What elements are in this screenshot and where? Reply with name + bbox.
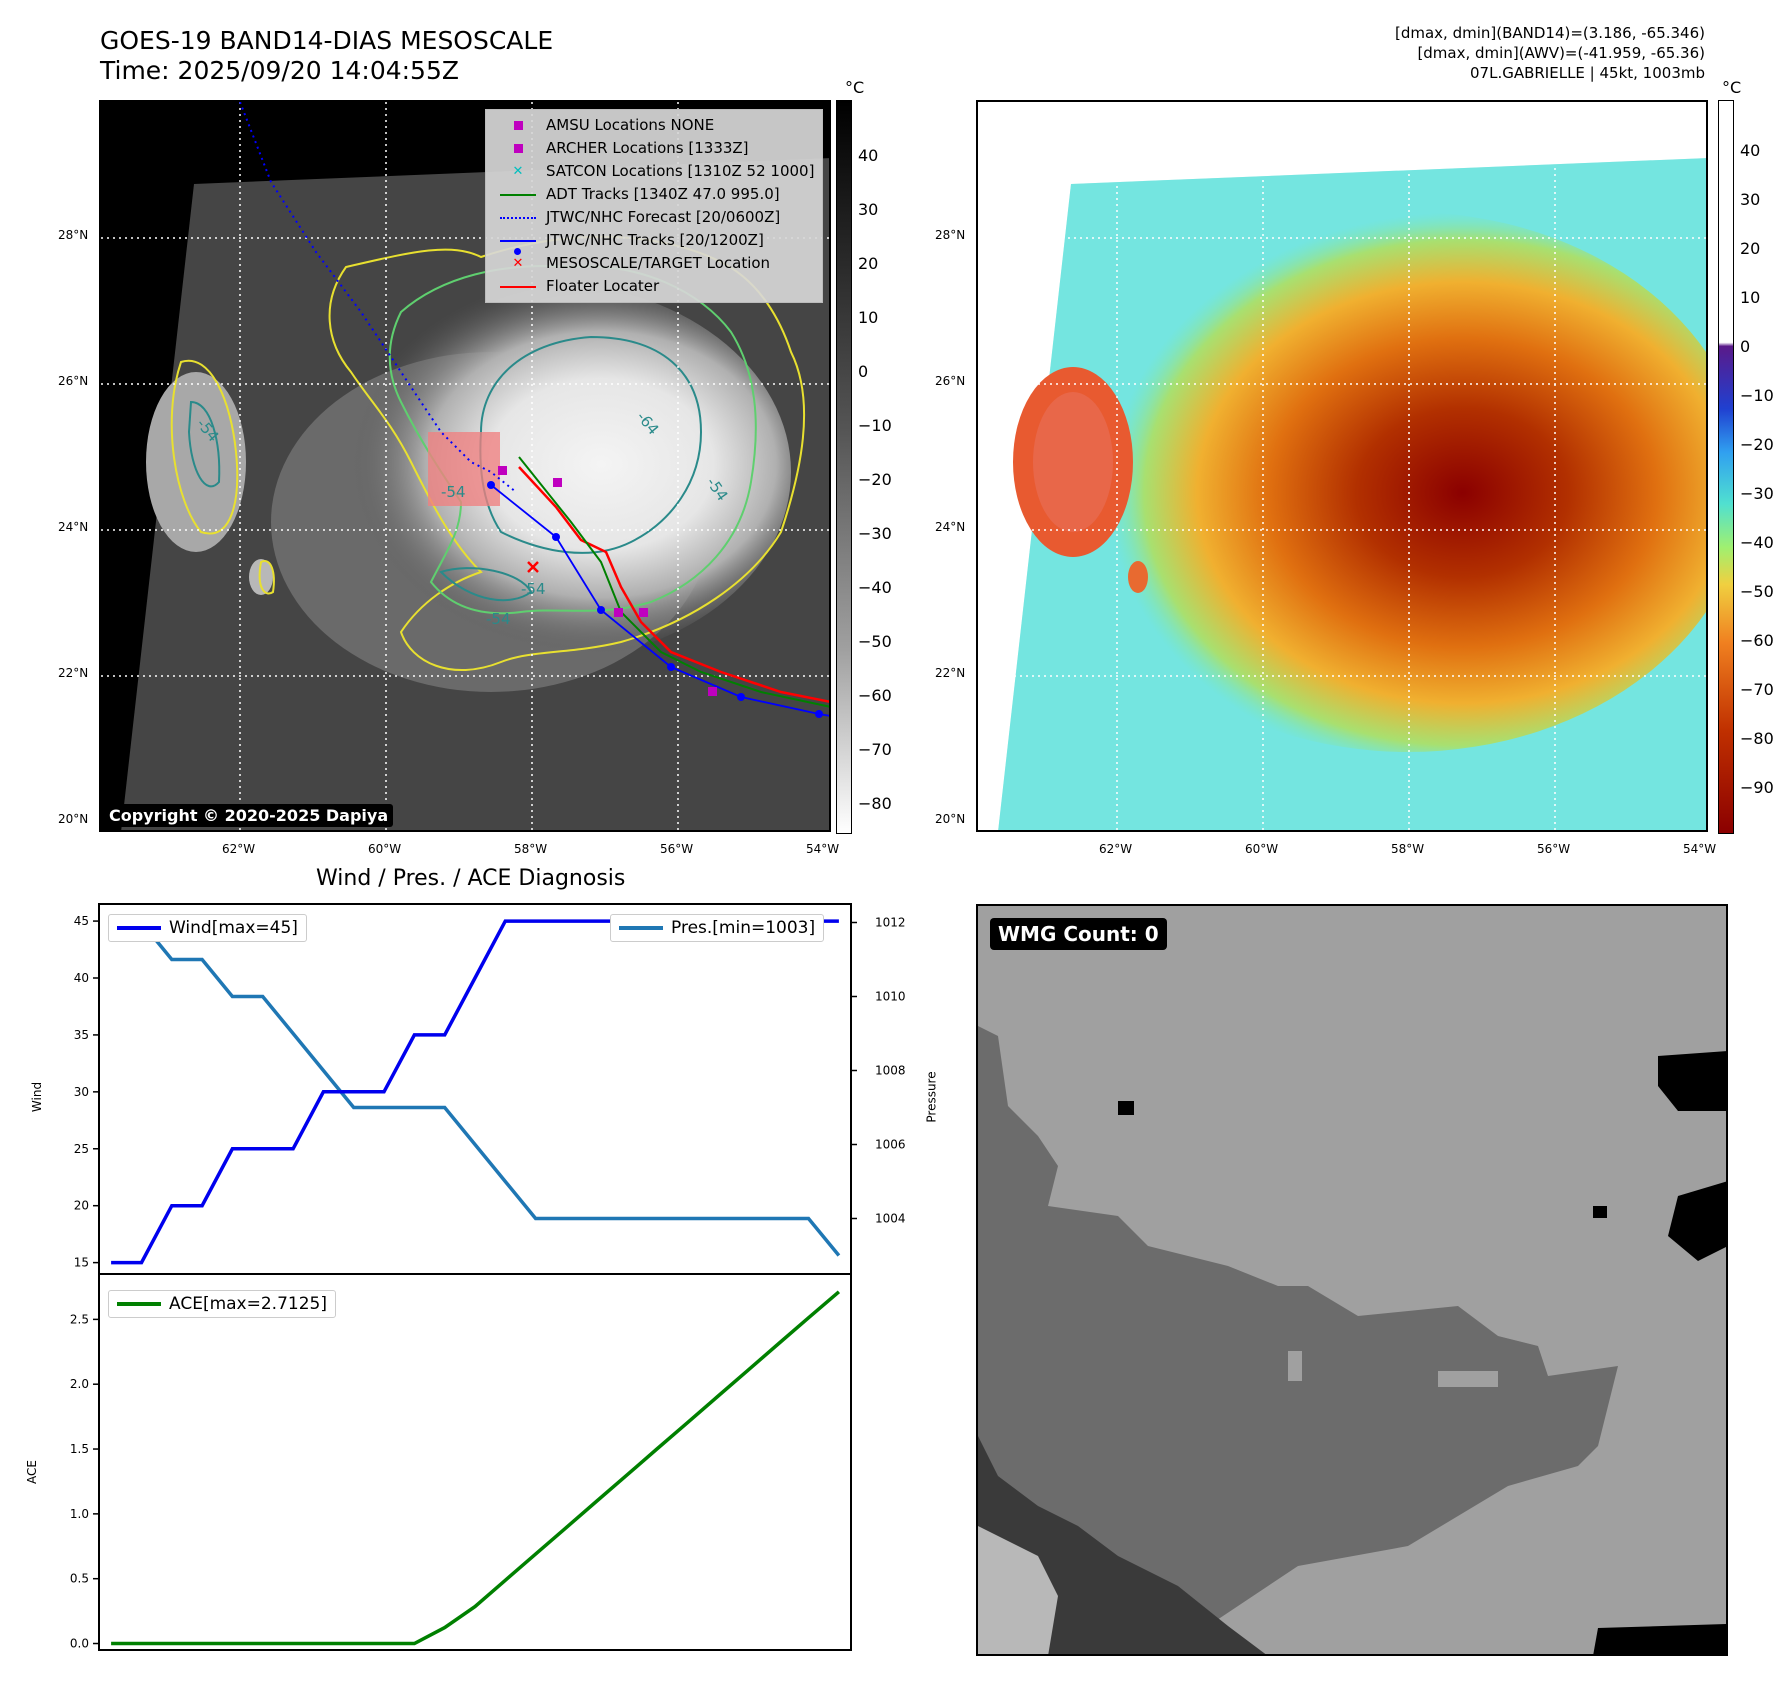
diagnosis-chart: 15 20 25 30 35 40 45 1004 1006 1008 1010 1012 0.0 0… <box>70 903 906 1651</box>
stats-awv: [dmax, dmin](AWV)=(-41.959, -65.36) <box>1417 44 1705 62</box>
lat-label: 20°N <box>935 812 966 826</box>
awv-map-panel <box>976 100 1708 832</box>
copyright-badge: Copyright © 2020-2025 Dapiya <box>104 804 394 827</box>
lon-label: 58°W <box>1391 842 1425 856</box>
lat-label: 28°N <box>58 228 89 242</box>
ir-map-panel: -64 -54 -54 -54 -54 -54 AMSU Locations N… <box>99 100 831 832</box>
wmg-panel: WMG Count: 0 <box>976 904 1728 1656</box>
legend-forecast: JTWC/NHC Forecast [20/0600Z] <box>494 206 814 229</box>
ace-tick-label: 0.5 <box>70 1572 89 1586</box>
colorbar-unit: °C <box>1722 78 1742 97</box>
ace-tick-label: 2.5 <box>70 1312 89 1326</box>
storm-info: 07L.GABRIELLE | 45kt, 1003mb <box>1470 64 1705 82</box>
stats-band14: [dmax, dmin](BAND14)=(3.186, -65.346) <box>1394 24 1705 42</box>
awv-colorbar-ticks: 40 30 20 10 0 −10 −20 −30 −40 −50 −60 −7… <box>1740 141 1774 797</box>
pressure-tick-label: 1012 <box>875 916 906 930</box>
ace-legend: ACE[max=2.7125] <box>108 1290 336 1318</box>
ir-map-image: -64 -54 -54 -54 -54 -54 <box>101 102 829 830</box>
pressure-tick-label: 1006 <box>875 1138 906 1152</box>
diagnosis-title: Wind / Pres. / ACE Diagnosis <box>316 866 626 891</box>
lon-label: 58°W <box>514 842 548 856</box>
lon-label: 54°W <box>806 842 840 856</box>
lat-label: 22°N <box>58 666 89 680</box>
wind-tick-label: 45 <box>74 914 89 928</box>
ace-tick-label: 2.0 <box>70 1377 89 1391</box>
ir-colorbar-ticks: 40 30 20 10 0 −10 −20 −30 −40 −50 −60 −7… <box>858 146 892 813</box>
figure-title: GOES-19 BAND14-DIAS MESOSCALE <box>100 26 554 55</box>
legend-adt: ADT Tracks [1340Z 47.0 995.0] <box>494 183 814 206</box>
lon-label: 60°W <box>368 842 402 856</box>
pressure-tick-label: 1010 <box>875 990 906 1004</box>
legend-satcon: ✕ SATCON Locations [1310Z 52 1000] <box>512 162 815 180</box>
wind-line <box>111 919 839 1265</box>
ace-tick-label: 0.0 <box>70 1637 89 1651</box>
pressure-tick-label: 1004 <box>875 1212 906 1226</box>
ace-tick-label: 1.0 <box>70 1507 89 1521</box>
lon-label: 54°W <box>1683 842 1717 856</box>
awv-map-image <box>978 102 1706 830</box>
wind-legend-swatch <box>117 926 161 930</box>
lat-label: 20°N <box>58 812 89 826</box>
ace-legend-swatch <box>117 1302 161 1306</box>
lon-label: 62°W <box>1099 842 1133 856</box>
lon-label: 56°W <box>1537 842 1571 856</box>
pressure-tick-label: 1008 <box>875 1064 906 1078</box>
legend-amsu: AMSU Locations NONE <box>494 114 814 137</box>
legend-target: ✕ MESOSCALE/TARGET Location <box>512 254 771 272</box>
colorbar-unit: °C <box>845 78 865 97</box>
wmg-image <box>978 1026 1726 1654</box>
lat-label: 26°N <box>58 374 89 388</box>
pressure-legend: Pres.[min=1003] <box>610 914 825 942</box>
lat-label: 22°N <box>935 666 966 680</box>
figure-time: Time: 2025/09/20 14:04:55Z <box>100 56 459 85</box>
wind-tick-label: 40 <box>74 971 89 985</box>
pressure-line <box>111 920 841 1257</box>
wind-tick-label: 20 <box>74 1199 89 1213</box>
wind-tick-label: 25 <box>74 1142 89 1156</box>
ace-tick-label: 1.5 <box>70 1442 89 1456</box>
legend-tracks: JTWC/NHC Tracks [20/1200Z] <box>494 229 814 255</box>
wmg-count-badge: WMG Count: 0 <box>990 918 1167 950</box>
wind-tick-label: 35 <box>74 1028 89 1042</box>
wind-tick-label: 15 <box>74 1256 89 1270</box>
lat-label: 28°N <box>935 228 966 242</box>
wind-legend: Wind[max=45] <box>108 914 307 942</box>
lat-label: 24°N <box>58 520 89 534</box>
lon-label: 56°W <box>660 842 694 856</box>
ir-colorbar <box>836 100 852 834</box>
ace-line <box>111 1290 841 1646</box>
pressure-legend-swatch <box>619 926 663 930</box>
ace-axes-frame <box>98 1273 852 1651</box>
contour-label: -54 <box>521 580 546 598</box>
contour-label: -54 <box>486 610 511 628</box>
lat-label: 26°N <box>935 374 966 388</box>
legend-floater: Floater Locater <box>494 275 814 298</box>
wind-tick-label: 30 <box>74 1085 89 1099</box>
lon-label: 62°W <box>222 842 256 856</box>
legend-archer: ARCHER Locations [1333Z] <box>494 137 814 160</box>
lat-label: 24°N <box>935 520 966 534</box>
lon-label: 60°W <box>1245 842 1279 856</box>
contour-label: -54 <box>441 483 466 501</box>
awv-colorbar <box>1718 100 1734 834</box>
map-legend: AMSU Locations NONE ARCHER Locations [13… <box>485 109 824 303</box>
